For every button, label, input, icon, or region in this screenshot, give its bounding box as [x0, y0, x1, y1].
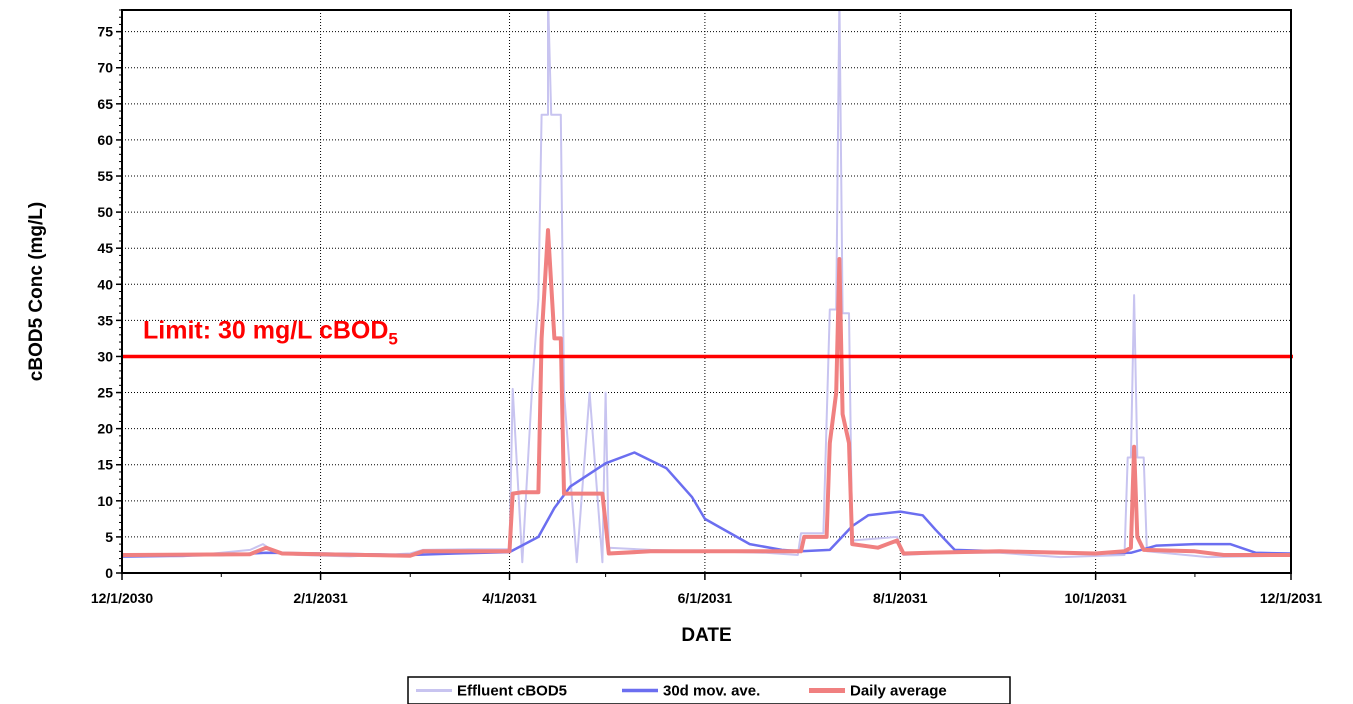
x-tick-label: 8/1/2031 — [873, 590, 928, 606]
y-axis-ticks: 0 5 10 15 20 25 30 35 40 45 50 55 60 65 70 75 — [97, 9, 122, 581]
grid — [122, 10, 1291, 573]
y-tick-label: 60 — [97, 132, 113, 148]
limit-label-main: Limit: 30 mg/L cBOD — [143, 316, 388, 344]
y-tick-label: 50 — [97, 204, 113, 220]
series-line-30d-mov-ave — [122, 451, 1291, 558]
x-tick-label: 4/1/2031 — [482, 590, 537, 606]
y-axis-title: cBOD5 Conc (mg/L) — [26, 202, 47, 381]
limit-label: Limit: 30 mg/L cBOD5 — [143, 316, 398, 348]
y-tick-label: 15 — [97, 457, 113, 473]
legend-label-daily-average: Daily average — [850, 683, 947, 700]
y-tick-label: 10 — [97, 493, 113, 509]
x-axis-title: DATE — [681, 625, 731, 646]
y-tick-label: 75 — [97, 24, 113, 40]
y-tick-label: 0 — [105, 565, 113, 581]
x-tick-label: 10/1/2031 — [1064, 590, 1126, 606]
y-tick-label: 65 — [97, 96, 113, 112]
x-tick-label: 12/1/2031 — [1260, 590, 1322, 606]
y-tick-label: 25 — [97, 385, 113, 401]
plot-area-frame — [121, 9, 1292, 574]
limit-layer: Limit: 30 mg/L cBOD5 — [122, 316, 1293, 359]
legend-label-30d-mov-ave: 30d mov. ave. — [663, 683, 760, 700]
series-line-daily-average — [122, 228, 1291, 558]
x-tick-label: 6/1/2031 — [678, 590, 733, 606]
y-tick-label: 45 — [97, 240, 113, 256]
x-axis-ticks: 12/1/2030 2/1/2031 4/1/2031 6/1/2031 8/1/203… — [91, 573, 1322, 606]
legend-box — [407, 676, 1011, 704]
legend: Effluent cBOD5 30d mov. ave. Daily average — [407, 676, 1011, 704]
series-line-effluent-cbod5 — [122, 10, 1291, 564]
x-tick-label: 2/1/2031 — [293, 590, 348, 606]
y-tick-label: 40 — [97, 276, 113, 292]
x-tick-label: 12/1/2030 — [91, 590, 153, 606]
y-tick-label: 20 — [97, 421, 113, 437]
y-tick-label: 5 — [105, 529, 113, 545]
legend-label-effluent-cbod5: Effluent cBOD5 — [457, 683, 567, 700]
y-tick-label: 35 — [97, 312, 113, 328]
y-tick-label: 70 — [97, 60, 113, 76]
series-layer — [122, 10, 1291, 564]
y-tick-label: 30 — [97, 348, 113, 364]
limit-label-subscript: 5 — [388, 329, 397, 348]
y-tick-label: 55 — [97, 168, 113, 184]
